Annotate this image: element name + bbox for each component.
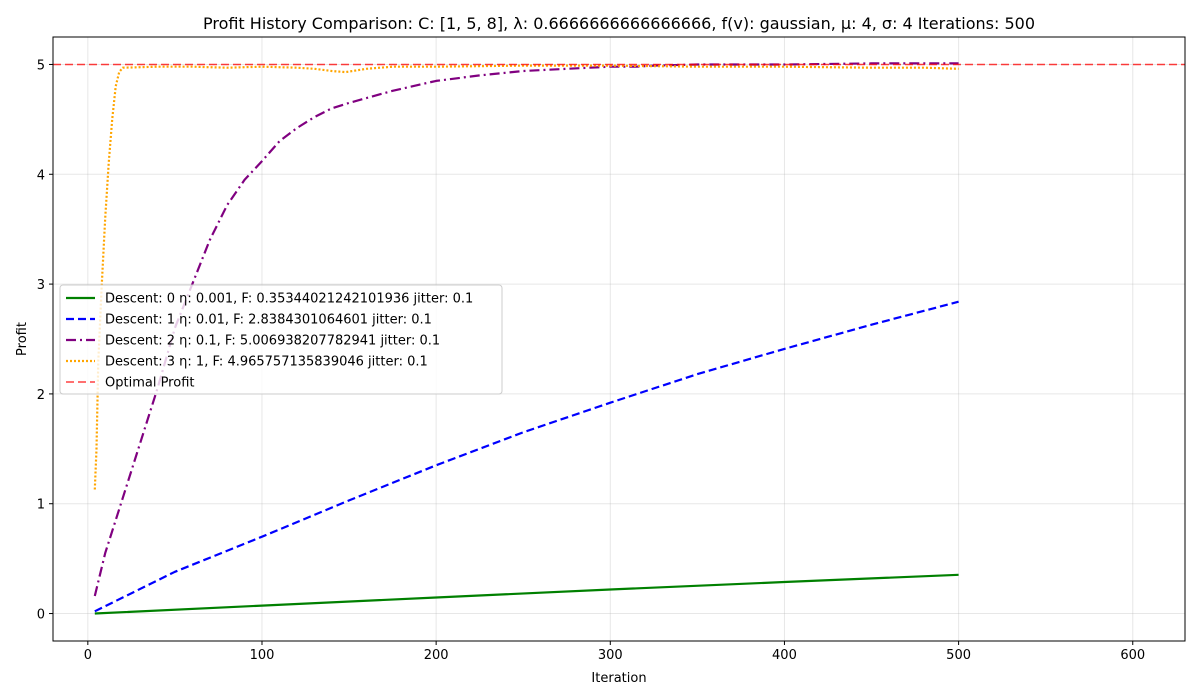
series-line-descent-3 bbox=[93, 64, 959, 490]
x-axis-label: Iteration bbox=[591, 671, 646, 686]
y-tick-label: 2 bbox=[37, 388, 45, 403]
x-tick-label: 100 bbox=[250, 648, 275, 663]
series-line-descent-1 bbox=[94, 300, 959, 613]
series-line-descent-0 bbox=[94, 573, 959, 615]
legend-label: Optimal Profit bbox=[105, 376, 194, 391]
legend-label: Descent: 2 η: 0.1, F: 5.006938207782941 … bbox=[105, 334, 440, 349]
tick-layer: 0 100 200 300 400 500 600 0 1 2 3 4 5 bbox=[37, 58, 1145, 663]
legend-label: Descent: 0 η: 0.001, F: 0.35344021242101… bbox=[105, 292, 473, 307]
plot-frame bbox=[52, 36, 1186, 642]
x-tick-label: 300 bbox=[598, 648, 623, 663]
y-tick-label: 4 bbox=[37, 168, 45, 183]
y-tick-label: 1 bbox=[37, 498, 45, 513]
y-axis-label: Profit bbox=[15, 322, 30, 356]
x-tick-label: 0 bbox=[84, 648, 92, 663]
y-tick-label: 5 bbox=[37, 58, 45, 73]
legend: Descent: 0 η: 0.001, F: 0.35344021242101… bbox=[59, 284, 503, 395]
x-tick-label: 500 bbox=[946, 648, 971, 663]
y-tick-label: 0 bbox=[37, 608, 45, 623]
legend-label: Descent: 3 η: 1, F: 4.965757135839046 ji… bbox=[105, 355, 428, 370]
legend-box bbox=[59, 284, 503, 395]
legend-label: Descent: 1 η: 0.01, F: 2.8384301064601 j… bbox=[105, 313, 432, 328]
y-tick-label: 3 bbox=[37, 278, 45, 293]
x-tick-label: 400 bbox=[772, 648, 797, 663]
x-tick-label: 600 bbox=[1120, 648, 1145, 663]
chart-title: Profit History Comparison: C: [1, 5, 8],… bbox=[203, 14, 1035, 33]
x-tick-label: 200 bbox=[424, 648, 449, 663]
